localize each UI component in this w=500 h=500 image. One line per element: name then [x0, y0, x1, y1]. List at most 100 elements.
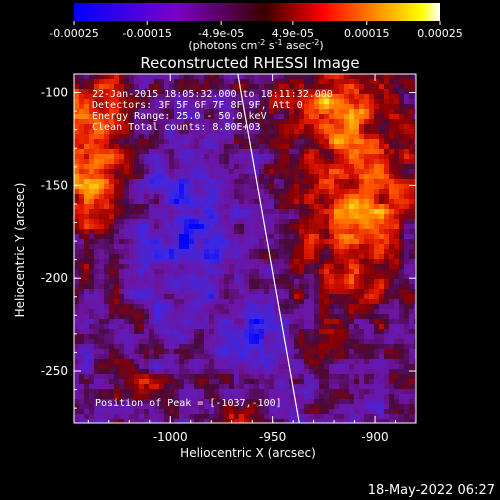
heatmap-cell: [99, 139, 104, 144]
heatmap-cell: [79, 244, 84, 249]
heatmap-cell: [164, 234, 169, 239]
heatmap-cell: [209, 169, 214, 174]
heatmap-cell: [399, 179, 404, 184]
heatmap-cell: [184, 409, 189, 414]
heatmap-cell: [94, 189, 99, 194]
heatmap-cell: [394, 84, 399, 89]
heatmap-cell: [199, 414, 204, 419]
heatmap-cell: [379, 129, 384, 134]
heatmap-cell: [369, 244, 374, 249]
heatmap-cell: [394, 179, 399, 184]
heatmap-cell: [349, 234, 354, 239]
heatmap-cell: [269, 294, 274, 299]
heatmap-cell: [334, 409, 339, 414]
heatmap-cell: [119, 204, 124, 209]
heatmap-cell: [239, 239, 244, 244]
heatmap-cell: [294, 239, 299, 244]
heatmap-cell: [219, 309, 224, 314]
heatmap-cell: [279, 389, 284, 394]
heatmap-cell: [169, 264, 174, 269]
heatmap-cell: [119, 314, 124, 319]
heatmap-cell: [139, 114, 144, 119]
heatmap-cell: [109, 419, 114, 423]
heatmap-cell: [194, 204, 199, 209]
heatmap-cell: [294, 199, 299, 204]
heatmap-cell: [219, 89, 224, 94]
heatmap-cell: [319, 194, 324, 199]
heatmap-cell: [159, 399, 164, 404]
heatmap-cell: [244, 369, 249, 374]
heatmap-cell: [254, 109, 259, 114]
heatmap-cell: [179, 139, 184, 144]
heatmap-cell: [314, 109, 319, 114]
heatmap-cell: [234, 314, 239, 319]
annotation-clean: Clean Total counts: 8.80E+03: [92, 122, 261, 133]
heatmap-cell: [109, 204, 114, 209]
heatmap-cell: [244, 114, 249, 119]
heatmap-cell: [134, 419, 139, 423]
heatmap-cell: [164, 219, 169, 224]
heatmap-cell: [219, 144, 224, 149]
heatmap-cell: [389, 109, 394, 114]
heatmap-cell: [359, 219, 364, 224]
heatmap-cell: [219, 344, 224, 349]
heatmap-cell: [344, 114, 349, 119]
heatmap-cell: [124, 384, 129, 389]
heatmap-cell: [374, 94, 379, 99]
heatmap-cell: [209, 279, 214, 284]
heatmap-cell: [334, 339, 339, 344]
heatmap-cell: [104, 329, 109, 334]
heatmap-cell: [244, 399, 249, 404]
heatmap-cell: [94, 209, 99, 214]
heatmap-cell: [209, 99, 214, 104]
heatmap-cell: [169, 199, 174, 204]
heatmap-cell: [239, 79, 244, 84]
heatmap-cell: [234, 154, 239, 159]
heatmap-cell: [309, 124, 314, 129]
heatmap-cell: [339, 349, 344, 354]
heatmap-cell: [279, 214, 284, 219]
heatmap-cell: [89, 209, 94, 214]
heatmap-cell: [294, 359, 299, 364]
heatmap-cell: [359, 259, 364, 264]
heatmap-cell: [289, 134, 294, 139]
heatmap-cell: [79, 284, 84, 289]
heatmap-cell: [389, 234, 394, 239]
heatmap-cell: [164, 364, 169, 369]
heatmap-cell: [234, 214, 239, 219]
heatmap-cell: [134, 294, 139, 299]
heatmap-cell: [94, 104, 99, 109]
heatmap-cell: [319, 229, 324, 234]
heatmap-cell: [114, 109, 119, 114]
heatmap-cell: [349, 174, 354, 179]
heatmap-cell: [79, 209, 84, 214]
heatmap-cell: [249, 199, 254, 204]
heatmap-cell: [404, 354, 409, 359]
heatmap-cell: [169, 204, 174, 209]
heatmap-cell: [229, 109, 234, 114]
annotation-energy: Energy Range: 25.0 - 50.0 keV: [92, 111, 267, 122]
heatmap-cell: [314, 74, 319, 79]
heatmap-cell: [334, 234, 339, 239]
heatmap-cell: [329, 84, 334, 89]
heatmap-cell: [269, 344, 274, 349]
heatmap-cell: [394, 234, 399, 239]
heatmap-cell: [354, 119, 359, 124]
heatmap-cell: [224, 409, 229, 414]
heatmap-cell: [129, 329, 134, 334]
heatmap-cell: [244, 84, 249, 89]
heatmap-cell: [374, 404, 379, 409]
heatmap-cell: [239, 74, 244, 79]
heatmap-cell: [174, 249, 179, 254]
heatmap-cell: [324, 354, 329, 359]
heatmap-cell: [269, 79, 274, 84]
heatmap-cell: [374, 399, 379, 404]
heatmap-cell: [114, 114, 119, 119]
heatmap-cell: [204, 269, 209, 274]
heatmap-cell: [184, 384, 189, 389]
heatmap-cell: [289, 419, 294, 423]
heatmap-cell: [404, 89, 409, 94]
heatmap-cell: [289, 209, 294, 214]
heatmap-cell: [144, 219, 149, 224]
heatmap-cell: [384, 279, 389, 284]
